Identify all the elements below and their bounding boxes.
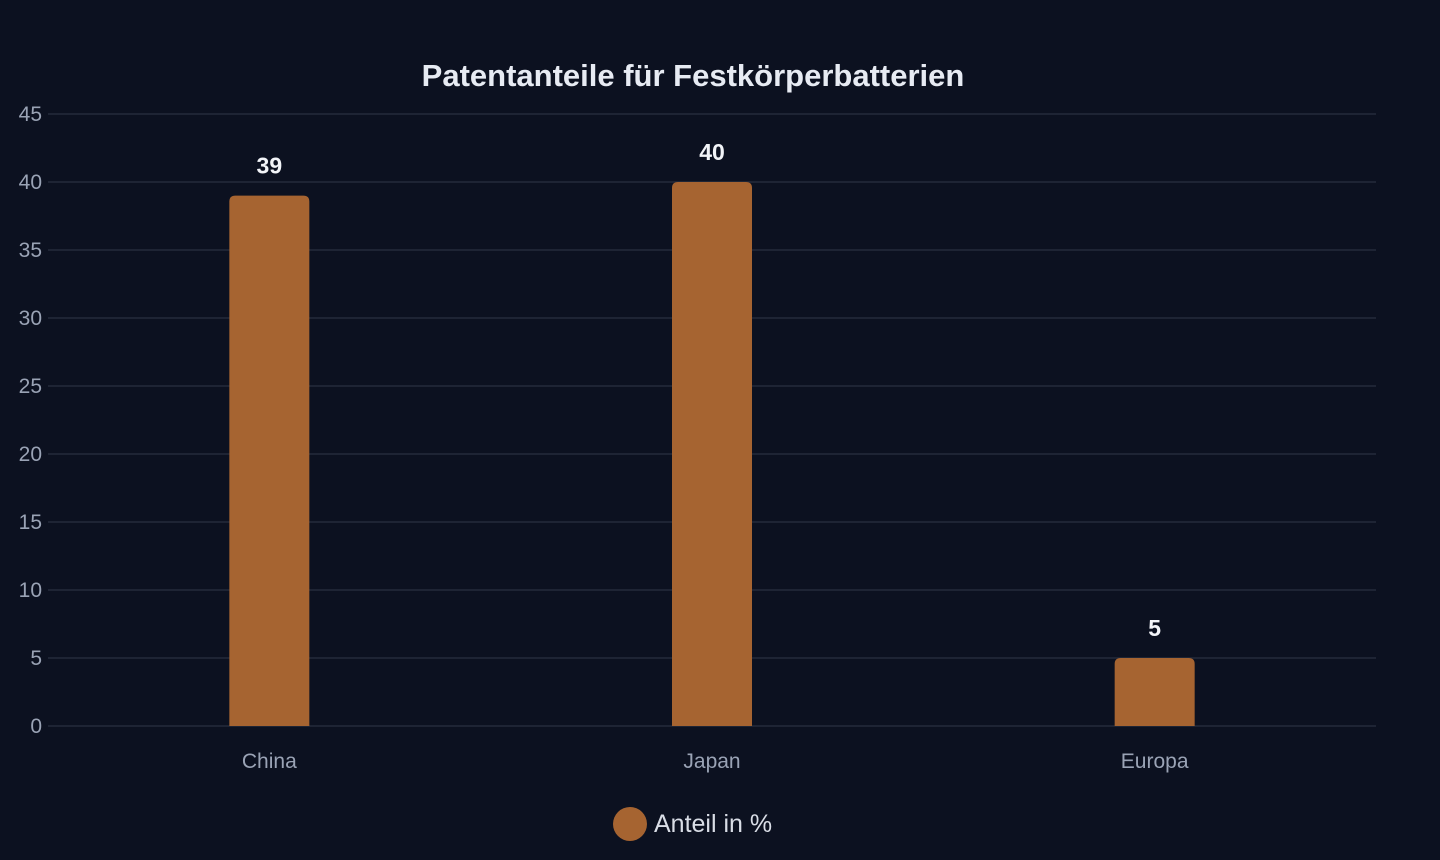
legend-swatch: [613, 807, 647, 841]
x-tick-label: Europa: [1121, 750, 1189, 773]
x-axis-ticks: China Japan Europa: [242, 750, 1189, 773]
bar-japan[interactable]: [672, 182, 752, 726]
legend-label: Anteil in %: [654, 810, 772, 838]
legend-item[interactable]: Anteil in %: [613, 807, 772, 841]
y-tick-label: 15: [19, 511, 42, 534]
x-tick-label: Japan: [683, 750, 740, 773]
y-tick-label: 5: [30, 647, 42, 670]
data-labels: 39 40 5: [257, 139, 1162, 641]
y-tick-label: 10: [19, 579, 42, 602]
y-tick-label: 45: [19, 103, 42, 126]
bars: [229, 182, 1195, 727]
y-tick-label: 40: [19, 171, 42, 194]
chart-title: Patentanteile für Festkörperbatterien: [422, 58, 965, 93]
y-tick-label: 0: [30, 715, 42, 738]
data-label: 5: [1148, 615, 1161, 641]
y-tick-label: 35: [19, 239, 42, 262]
bar-china[interactable]: [229, 195, 310, 727]
x-tick-label: China: [242, 750, 297, 773]
y-axis-ticks: 0 5 10 15 20 25 30 35 40 45: [19, 103, 42, 738]
y-tick-label: 25: [19, 375, 42, 398]
data-label: 40: [699, 139, 725, 165]
bar-europa[interactable]: [1114, 658, 1195, 726]
data-label: 39: [257, 153, 283, 179]
y-tick-label: 20: [19, 443, 42, 466]
y-tick-label: 30: [19, 307, 42, 330]
legend[interactable]: Anteil in %: [613, 807, 772, 841]
